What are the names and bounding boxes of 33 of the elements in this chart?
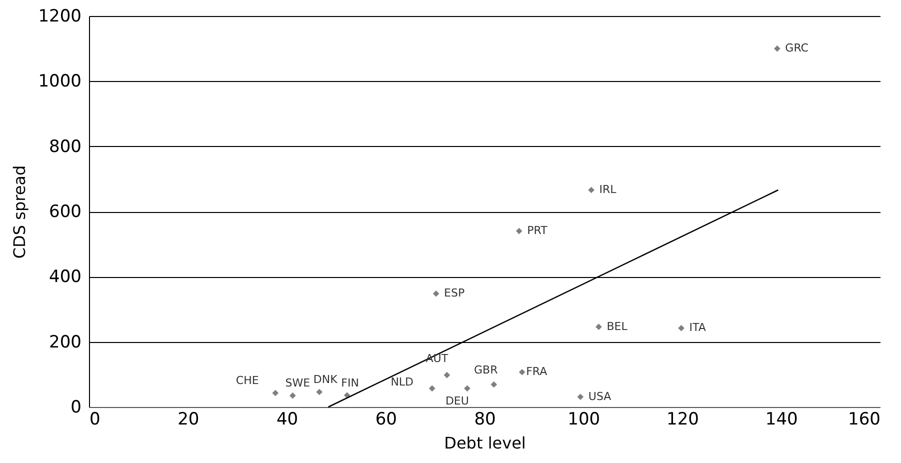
annotation: CHE xyxy=(236,374,259,387)
x-tick-label: 140 xyxy=(765,410,798,430)
x-axis-title: Debt level xyxy=(444,434,526,452)
y-tick-label: 800 xyxy=(49,136,82,157)
x-tick-label: 80 xyxy=(474,410,496,430)
annotation: SWE xyxy=(285,376,310,390)
y-axis-title: CDS spread xyxy=(10,165,30,259)
annotation: GRC xyxy=(785,42,809,55)
annotation: DEU xyxy=(445,394,469,408)
annotation: ITA xyxy=(689,321,706,334)
x-tick-label: 160 xyxy=(848,410,880,430)
x-tick-label: 40 xyxy=(276,410,298,430)
annotation: FIN xyxy=(341,376,359,390)
x-tick-label: 60 xyxy=(375,410,397,430)
y-tick-label: 400 xyxy=(49,267,82,288)
x-tick-label: 20 xyxy=(178,410,200,430)
annotation: IRL xyxy=(599,182,618,196)
x-tick-label: 120 xyxy=(666,410,699,430)
annotation: USA xyxy=(588,390,612,403)
annotation: NLD xyxy=(390,375,414,388)
x-tick-label: 100 xyxy=(568,410,600,430)
y-tick-label: 200 xyxy=(49,332,82,352)
annotation: DNK xyxy=(313,373,338,386)
annotation: BEL xyxy=(606,320,628,333)
x-tick-label: 0 xyxy=(90,410,100,430)
y-tick-label: 1000 xyxy=(38,72,82,92)
annotation: GBR xyxy=(474,364,498,377)
annotation: PRT xyxy=(527,224,548,238)
y-tick-label: 1200 xyxy=(38,6,82,26)
annotation: ESP xyxy=(444,286,465,300)
y-tick-label: 600 xyxy=(49,202,82,222)
annotation: AUT xyxy=(426,352,448,366)
annotation: FRA xyxy=(526,365,548,378)
